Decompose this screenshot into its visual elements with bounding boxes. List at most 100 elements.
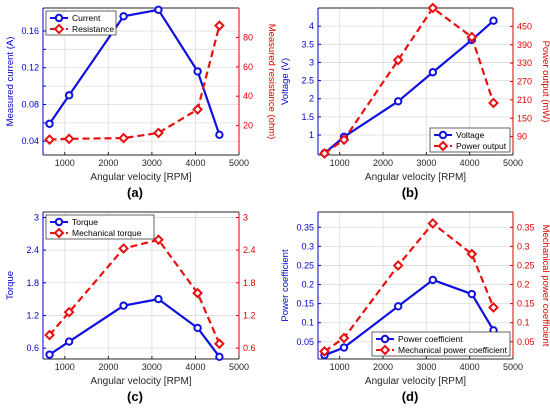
data-point-circle [215,352,224,362]
data-point-circle [428,68,438,77]
right-y-tick-label: 0.25 [517,260,535,270]
x-tick-label: 1000 [330,362,350,372]
chart-panel-c: 1000 2000 3000 4000 5000 Angular velocity [RP… [5,211,256,387]
x-tick-label: 4000 [460,362,480,372]
x-tick-label: 1000 [55,362,75,372]
panel-label-b: (b) [402,185,419,200]
legend-entry-label: Resistance [72,24,114,34]
right-y-tick-label: 0.2 [517,280,530,290]
legend-entry-label: Power coefficient [398,334,463,344]
data-point-diamond [44,134,55,145]
x-tick-label: 4000 [460,158,480,168]
panel-label-d: (d) [402,389,419,404]
left-y-tick-label: 1.8 [26,278,39,288]
series-line-right [48,238,221,345]
legend-box [371,331,511,357]
data-point-diamond [466,31,478,43]
right-y-axis-label: Measured resistance (ohm) [266,24,277,140]
legend-marker-diamond [53,23,65,35]
data-point-diamond [319,345,330,357]
left-y-tick-label: 0.2 [301,280,314,290]
data-point-circle [119,301,128,310]
data-point-diamond [488,302,499,313]
series-line-right [323,6,495,155]
legend-marker-circle [54,13,64,23]
x-axis-label: Angular velocity [RPM] [90,376,191,387]
left-y-tick-label: 0.35 [296,222,314,232]
x-axis-label: Angular velocity [RPM] [90,172,191,183]
left-y-tick-label: 3.5 [301,39,314,49]
data-point-circle [467,289,477,299]
x-tick-label: 2000 [373,362,393,372]
chart-panel-b: 1000 2000 3000 4000 5000 Angular velocity [RP… [280,2,550,183]
right-y-tick-label: 450 [517,21,532,31]
x-axis-label: Angular velocity [RPM] [365,172,466,183]
data-point-circle [45,350,54,359]
legend-entry-label: Current [72,13,101,23]
data-point-diamond [63,306,75,318]
legend-marker-diamond [53,227,65,239]
x-tick-label: 5000 [229,158,249,168]
left-y-tick-label: 0.25 [296,260,314,270]
data-point-diamond [213,338,225,350]
data-point-circle [154,5,163,15]
x-tick-label: 3000 [142,362,162,372]
left-y-tick-label: 0.04 [21,136,39,146]
left-y-tick-label: 2.4 [26,245,39,255]
data-point-circle [393,302,403,311]
right-y-axis-label: Mechanical power coefficient [540,225,550,347]
data-point-circle [193,67,202,76]
left-y-tick-label: 0.1 [301,318,314,328]
chart-panel-a: 1000 2000 3000 4000 5000 Angular velocity [RP… [5,5,277,183]
right-y-tick-label: 0.1 [517,318,530,328]
data-point-circle [193,323,202,333]
x-tick-label: 2000 [373,158,393,168]
x-tick-label: 3000 [416,158,436,168]
legend-marker-circle [54,217,64,227]
legend-entry-label: Mechanical torque [72,228,142,238]
left-y-tick-label: 0.16 [21,26,39,36]
right-y-tick-label: 1.8 [243,278,256,288]
legend-entry-label: Torque [72,217,98,227]
right-y-tick-label: 2.4 [243,245,256,255]
legend-entry-label: Power output [456,141,507,151]
x-tick-label: 2000 [98,158,118,168]
data-point-diamond [153,127,164,139]
right-y-tick-label: 150 [517,113,532,123]
data-point-circle [64,337,74,346]
left-y-tick-label: 4 [309,21,314,31]
legend-marker-circle [438,130,448,140]
x-axis-label: Angular velocity [RPM] [365,376,466,387]
panel-label-a: (a) [127,185,143,200]
legend-box [45,214,155,240]
x-tick-label: 3000 [142,158,162,168]
right-y-tick-label: 0.6 [243,343,256,353]
data-point-diamond [118,243,129,254]
chart-panel-d: 1000 2000 3000 4000 5000 Angular velocity [RP… [280,211,550,387]
data-point-diamond [63,133,75,145]
left-y-tick-label: 3 [309,57,314,67]
data-point-diamond [44,329,55,341]
left-y-tick-label: 2.5 [301,76,314,86]
data-point-diamond [392,54,404,66]
x-tick-label: 5000 [229,362,249,372]
right-y-tick-label: 90 [517,132,527,142]
x-tick-label: 1000 [55,158,75,168]
right-y-tick-label: 60 [243,62,253,72]
data-point-diamond [466,248,478,260]
right-y-axis-label: Power output (mW) [540,41,550,123]
right-y-tick-label: 0.05 [517,337,535,347]
data-point-circle [64,91,74,100]
right-y-tick-label: 80 [243,32,253,42]
data-point-circle [393,97,403,106]
data-point-diamond [192,104,204,115]
right-y-tick-label: 0.15 [517,299,535,309]
x-tick-label: 5000 [503,362,523,372]
left-y-tick-label: 0.3 [301,241,314,251]
left-y-axis-label: Measured current (A) [5,37,16,127]
left-y-tick-label: 0.6 [26,343,39,353]
